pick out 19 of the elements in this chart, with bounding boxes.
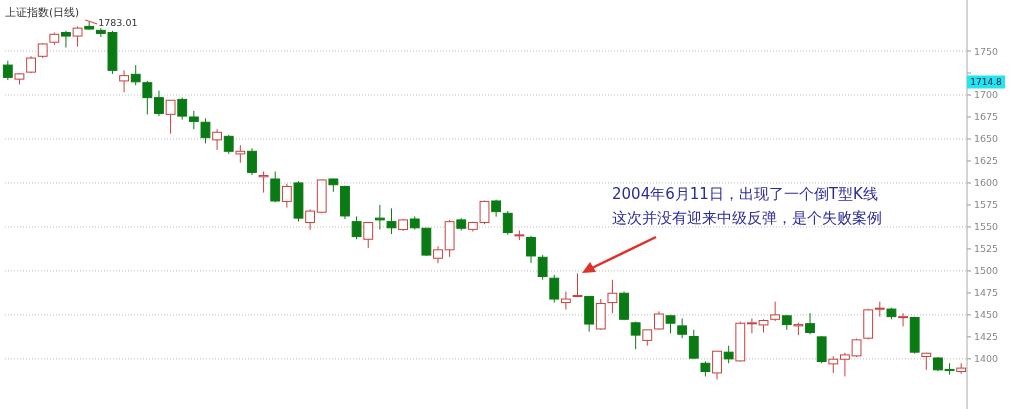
y-tick-label: 1525 <box>973 243 999 255</box>
y-tick-label: 1425 <box>973 331 999 343</box>
annotation: 2004年6月11日，出现了一个倒T型K线 <box>612 185 878 203</box>
annotation: 1714.8 <box>970 77 1003 88</box>
y-tick-label: 1450 <box>973 309 999 321</box>
y-tick-label: 1550 <box>973 221 999 233</box>
y-tick-label: 1600 <box>973 177 999 189</box>
y-tick-label: 1400 <box>973 353 999 365</box>
y-tick-label: 1625 <box>973 155 999 167</box>
y-tick-label: 1750 <box>973 45 999 57</box>
y-tick-label: 1500 <box>973 265 999 277</box>
y-tick-label: 1475 <box>973 287 999 299</box>
annotation: 这次并没有迎来中级反弹，是个失败案例 <box>612 209 882 227</box>
text: 上证指数(日线) <box>5 6 80 18</box>
y-tick-label: 1650 <box>973 133 999 145</box>
y-tick-label: 1575 <box>973 199 999 211</box>
y-tick-label: 1675 <box>973 111 999 123</box>
annotation: 1783.01 <box>98 16 138 28</box>
y-tick-label: 1700 <box>973 89 999 101</box>
